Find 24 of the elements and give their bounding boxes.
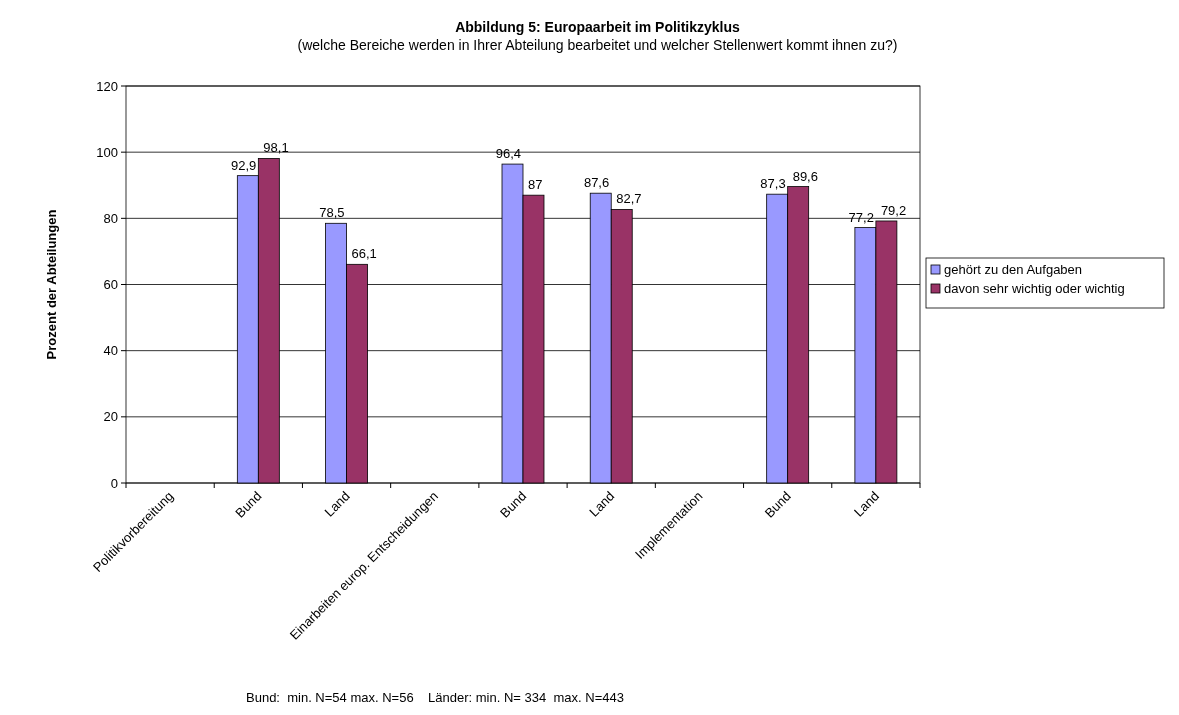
- y-tick-label: 20: [103, 409, 118, 425]
- y-tick-label: 120: [96, 78, 118, 94]
- legend-label: gehört zu den Aufgaben: [944, 262, 1083, 277]
- y-tick-label: 0: [110, 475, 118, 491]
- text: Bund: min. N=54 max. N=56 Länder: min. N= 334 max. N=443: [246, 690, 624, 705]
- data-label: 98,1: [263, 140, 289, 156]
- data-label: 96,4: [495, 146, 521, 162]
- data-label: 92,9: [231, 157, 257, 173]
- y-tick-label: 60: [103, 277, 118, 293]
- y-tick-label: 100: [96, 144, 118, 160]
- data-label: 89,6: [792, 168, 818, 184]
- y-tick-label: 80: [103, 210, 118, 226]
- y-tick-label: 40: [103, 343, 118, 359]
- data-label: 78,5: [319, 205, 345, 221]
- data-label: 79,2: [880, 202, 907, 218]
- legend-label: davon sehr wichtig oder wichtig: [944, 281, 1125, 296]
- data-label: 87,6: [583, 175, 610, 191]
- chart-title: Abbildung 5: Europaarbeit im Politikzyklus: [455, 19, 741, 35]
- chart-subtitle: (welche Bereiche werden in Ihrer Abteilung bearbeitet und welcher Stellenwert kommt ihnen zu?): [297, 37, 898, 53]
- data-label: 66,1: [351, 246, 377, 262]
- y-axis-title: Prozent der Abteilungen: [44, 209, 59, 360]
- data-label: 82,7: [616, 191, 642, 207]
- data-label: 87,3: [760, 176, 786, 192]
- data-label: 87: [528, 177, 543, 193]
